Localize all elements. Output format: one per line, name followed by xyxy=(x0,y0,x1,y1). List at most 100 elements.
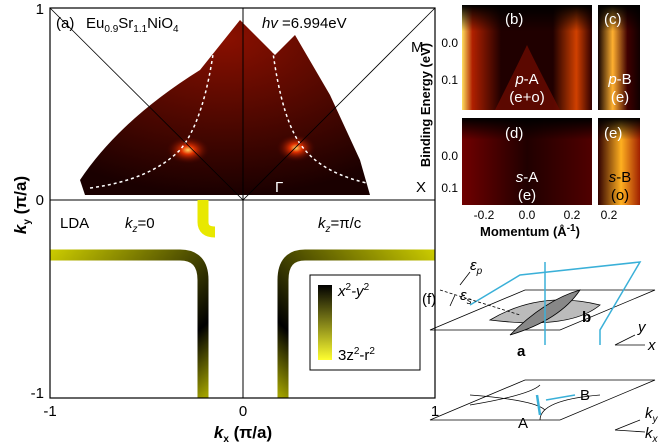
polarization-arrow xyxy=(459,271,471,286)
lda-label: LDA xyxy=(60,215,89,232)
intensity-spot xyxy=(276,134,316,162)
text-part: -y xyxy=(351,283,365,300)
label: a xyxy=(517,343,526,360)
text-part: k xyxy=(11,223,30,234)
label: εp xyxy=(470,257,483,277)
lda-band xyxy=(197,200,216,238)
text-part: -1 xyxy=(567,223,576,234)
text-part: Sr xyxy=(118,15,133,32)
panel-a: x2-y2 3z2-r2 (a) Eu0.9Sr1.1NiO4 hv =6.99… xyxy=(11,1,439,445)
label: b xyxy=(582,309,591,326)
text-part: NiO xyxy=(147,15,173,32)
x-tick-label: 0.2 xyxy=(601,208,618,222)
panel-sub: (e) xyxy=(518,187,536,204)
text-part: =6.994eV xyxy=(278,15,347,32)
text-part: -A xyxy=(524,71,539,88)
y-tick-label: 0.0 xyxy=(441,149,458,163)
axis-arrow xyxy=(614,429,646,433)
panel-name: s-B xyxy=(609,169,632,186)
fermi-sketch xyxy=(469,384,601,421)
panel-name: s-A xyxy=(516,169,539,186)
fermi-contour xyxy=(271,44,396,189)
text-part: x xyxy=(652,434,659,445)
text-part: 4 xyxy=(173,24,179,35)
text-part: Momentum (Å xyxy=(480,224,567,239)
text-part: ε xyxy=(470,257,477,274)
text-part: k xyxy=(214,423,225,442)
frame xyxy=(49,7,436,399)
text-part: 1.1 xyxy=(133,24,147,35)
label: B xyxy=(580,387,590,404)
panel-label: (b) xyxy=(505,11,523,28)
y-axis-title: Binding Energy (eV) xyxy=(418,43,433,167)
text-part: 2 xyxy=(364,282,370,293)
band-dispersion xyxy=(495,45,560,110)
diagonal xyxy=(242,7,436,201)
text-part: z xyxy=(325,224,331,235)
text-part: hv xyxy=(262,15,279,32)
y-tick-label: 0 xyxy=(36,192,44,209)
label: y xyxy=(637,319,647,336)
diagonal xyxy=(49,7,244,201)
text-part: y xyxy=(652,414,659,425)
text-part: =π/c xyxy=(331,215,362,232)
text-part: x xyxy=(223,434,229,445)
panel-shade xyxy=(462,118,592,205)
polarization-arrow xyxy=(449,294,456,307)
panel-label: (e) xyxy=(604,125,622,142)
text-part: 3z xyxy=(338,347,354,364)
panel-label: (d) xyxy=(505,125,523,142)
text-part: x xyxy=(337,283,346,300)
text-part: 2 xyxy=(369,346,375,357)
point-label: Γ xyxy=(275,179,283,196)
y-tick-label: 0.1 xyxy=(441,73,458,87)
text-part: z xyxy=(132,224,138,235)
label: εs xyxy=(460,287,472,307)
colorbar-bottom: 3z2-r2 xyxy=(338,346,375,364)
panel-label: (f) xyxy=(422,291,436,308)
label: kx xyxy=(645,425,659,445)
text-part: -r xyxy=(359,347,369,364)
panel-name: p-B xyxy=(607,71,631,88)
colorbar-top: x2-y2 xyxy=(337,282,370,300)
text-part: s xyxy=(609,169,617,186)
text-part: 2 xyxy=(346,282,352,293)
lda-band xyxy=(50,249,209,398)
text-part: -B xyxy=(616,169,631,186)
x-axis-title: kx (π/a) xyxy=(214,423,272,445)
text-part: (π/a) xyxy=(11,176,30,219)
text-part: -B xyxy=(617,71,632,88)
text-part: k xyxy=(645,405,654,422)
text-part: 2 xyxy=(354,346,360,357)
x-tick-label: 1 xyxy=(431,403,439,420)
panel-name: p-A xyxy=(514,71,538,88)
y-tick-label: -1 xyxy=(31,385,44,402)
panel-sub: (o) xyxy=(611,187,629,204)
point-label: M xyxy=(411,39,424,56)
label: A xyxy=(518,415,528,432)
intensity-spot xyxy=(166,136,210,164)
text-part: 0.9 xyxy=(104,24,118,35)
plane xyxy=(429,379,656,421)
label: x xyxy=(647,337,656,354)
cut-B xyxy=(545,394,576,401)
panel-f xyxy=(429,261,656,433)
x-tick-label: -0.2 xyxy=(474,208,495,222)
text-part: p xyxy=(514,71,523,88)
text-part: -A xyxy=(523,169,538,186)
panel-label: (a) xyxy=(56,15,74,32)
text-part: y xyxy=(22,219,33,225)
label: ky xyxy=(645,405,659,425)
axis-arrow xyxy=(614,419,641,431)
panel-shade xyxy=(598,5,640,110)
text-part: =0 xyxy=(138,215,155,232)
x-tick-label: 0.0 xyxy=(519,208,536,222)
text-part: ) xyxy=(576,224,580,239)
scattering-plane xyxy=(469,261,642,345)
text-part: k xyxy=(318,215,327,232)
cut-A xyxy=(535,394,542,416)
text-part: s xyxy=(467,296,472,307)
y-axis-title: ky (π/a) xyxy=(11,176,33,234)
panel-f-labels: (f) εp εs b a y x B A ky kx xyxy=(422,257,659,445)
